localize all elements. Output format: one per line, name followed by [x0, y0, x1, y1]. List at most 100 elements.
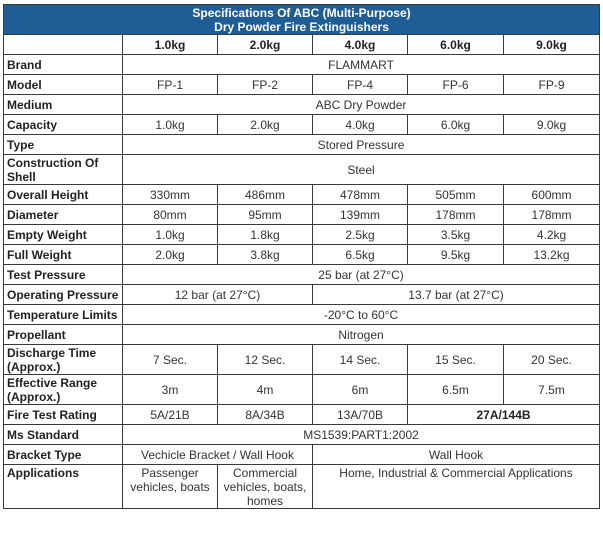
- table-cell: 139mm: [312, 204, 408, 225]
- table-row: Construction Of Shell Steel: [3, 154, 601, 185]
- table-cell: Home, Industrial & Commercial Applicatio…: [311, 464, 601, 509]
- row-label: Fire Test Rating: [3, 404, 123, 425]
- table-cell: 1.0kg: [122, 224, 218, 245]
- table-cell: FP-1: [122, 74, 218, 95]
- table-row: Effective Range (Approx.) 3m 4m 6m 6.5m …: [3, 374, 601, 405]
- row-label: Brand: [3, 54, 123, 75]
- table-row: Model FP-1 FP-2 FP-4 FP-6 FP-9: [3, 74, 601, 95]
- table-cell: -20°C to 60°C: [121, 304, 601, 325]
- row-label: Diameter: [3, 204, 123, 225]
- table-title: Specifications Of ABC (Multi-Purpose) Dr…: [2, 4, 601, 35]
- table-cell: 1.8kg: [217, 224, 313, 245]
- table-row: Diameter 80mm 95mm 139mm 178mm 178mm: [3, 204, 601, 225]
- table-cell: 9.5kg: [407, 244, 504, 265]
- table-cell: 178mm: [407, 204, 504, 225]
- table-cell: 478mm: [312, 184, 408, 205]
- table-cell: 20 Sec.: [502, 344, 601, 375]
- table-cell: MS1539:PART1:2002: [121, 424, 601, 445]
- table-cell: 600mm: [502, 184, 601, 205]
- table-cell: 8A/34B: [217, 404, 313, 425]
- title-line-1: Specifications Of ABC (Multi-Purpose): [192, 5, 411, 20]
- table-cell: 6.5m: [407, 374, 504, 405]
- specifications-table: Specifications Of ABC (Multi-Purpose) Dr…: [2, 4, 601, 509]
- table-cell: 505mm: [407, 184, 504, 205]
- table-cell: 7.5m: [502, 374, 601, 405]
- table-cell: 12 Sec.: [217, 344, 313, 375]
- table-cell: Stored Pressure: [121, 134, 601, 155]
- table-row: Propellant Nitrogen: [3, 324, 601, 345]
- table-cell: 330mm: [122, 184, 218, 205]
- table-cell: 3.8kg: [217, 244, 313, 265]
- row-label: Propellant: [3, 324, 123, 345]
- column-header: 9.0kg: [502, 34, 601, 55]
- table-cell: 2.0kg: [217, 114, 313, 135]
- table-cell: 486mm: [217, 184, 313, 205]
- table-cell: Nitrogen: [121, 324, 601, 345]
- table-cell: FP-6: [407, 74, 504, 95]
- row-label: Capacity: [3, 114, 123, 135]
- column-header: 4.0kg: [312, 34, 408, 55]
- table-cell: 15 Sec.: [407, 344, 504, 375]
- row-label: Full Weight: [3, 244, 123, 265]
- table-row: Discharge Time (Approx.) 7 Sec. 12 Sec. …: [3, 344, 601, 375]
- table-cell: 95mm: [217, 204, 313, 225]
- table-cell: FP-4: [312, 74, 408, 95]
- table-cell: Commercial vehicles, boats, homes: [217, 464, 313, 509]
- row-label: Discharge Time (Approx.): [3, 344, 123, 375]
- table-cell: 4.0kg: [312, 114, 408, 135]
- table-cell: 2.0kg: [122, 244, 218, 265]
- row-label: Ms Standard: [3, 424, 123, 445]
- header-empty-cell: [3, 34, 123, 55]
- row-label: Empty Weight: [3, 224, 123, 245]
- table-cell: 13.7 bar (at 27°C): [311, 284, 601, 305]
- table-row: Brand FLAMMART: [3, 54, 601, 75]
- row-label: Applications: [3, 464, 123, 509]
- table-row: Test Pressure 25 bar (at 27°C): [3, 264, 601, 285]
- table-cell: FLAMMART: [121, 54, 601, 75]
- row-label: Temperature Limits: [3, 304, 123, 325]
- table-cell: 9.0kg: [502, 114, 601, 135]
- table-row: Overall Height 330mm 486mm 478mm 505mm 6…: [3, 184, 601, 205]
- table-cell: 12 bar (at 27°C): [122, 284, 313, 305]
- table-cell: 27A/144B: [406, 404, 601, 425]
- column-header: 1.0kg: [122, 34, 218, 55]
- table-cell: 7 Sec.: [122, 344, 218, 375]
- row-label: Construction Of Shell: [3, 154, 123, 185]
- table-row: Bracket Type Vechicle Bracket / Wall Hoo…: [3, 444, 601, 465]
- row-label: Medium: [3, 94, 123, 115]
- table-cell: 5A/21B: [122, 404, 218, 425]
- table-cell: 3.5kg: [407, 224, 504, 245]
- table-row: Full Weight 2.0kg 3.8kg 6.5kg 9.5kg 13.2…: [3, 244, 601, 265]
- title-line-2: Dry Powder Fire Extinguishers: [214, 19, 389, 34]
- table-row: Medium ABC Dry Powder: [3, 94, 601, 115]
- table-cell: Wall Hook: [311, 444, 601, 465]
- table-cell: 13A/70B: [312, 404, 408, 425]
- table-cell: 13.2kg: [502, 244, 601, 265]
- row-label: Model: [3, 74, 123, 95]
- table-cell: Steel: [121, 154, 601, 185]
- table-cell: ABC Dry Powder: [121, 94, 601, 115]
- table-row: Fire Test Rating 5A/21B 8A/34B 13A/70B 2…: [3, 404, 601, 425]
- table-cell: 2.5kg: [312, 224, 408, 245]
- row-label: Operating Pressure: [3, 284, 123, 305]
- table-row: Applications Passenger vehicles, boats C…: [3, 464, 601, 509]
- table-cell: FP-9: [502, 74, 601, 95]
- table-cell: 4.2kg: [502, 224, 601, 245]
- table-cell: 178mm: [502, 204, 601, 225]
- table-cell: Passenger vehicles, boats: [122, 464, 218, 509]
- table-cell: 6.5kg: [312, 244, 408, 265]
- header-row: 1.0kg 2.0kg 4.0kg 6.0kg 9.0kg: [3, 34, 601, 55]
- table-row: Type Stored Pressure: [3, 134, 601, 155]
- table-cell: 80mm: [122, 204, 218, 225]
- table-row: Capacity 1.0kg 2.0kg 4.0kg 6.0kg 9.0kg: [3, 114, 601, 135]
- table-cell: FP-2: [217, 74, 313, 95]
- column-header: 6.0kg: [407, 34, 504, 55]
- table-cell: 25 bar (at 27°C): [121, 264, 601, 285]
- table-row: Empty Weight 1.0kg 1.8kg 2.5kg 3.5kg 4.2…: [3, 224, 601, 245]
- table-cell: 6m: [312, 374, 408, 405]
- row-label: Bracket Type: [3, 444, 123, 465]
- row-label: Type: [3, 134, 123, 155]
- table-cell: 3m: [122, 374, 218, 405]
- table-cell: Vechicle Bracket / Wall Hook: [122, 444, 313, 465]
- table-row: Operating Pressure 12 bar (at 27°C) 13.7…: [3, 284, 601, 305]
